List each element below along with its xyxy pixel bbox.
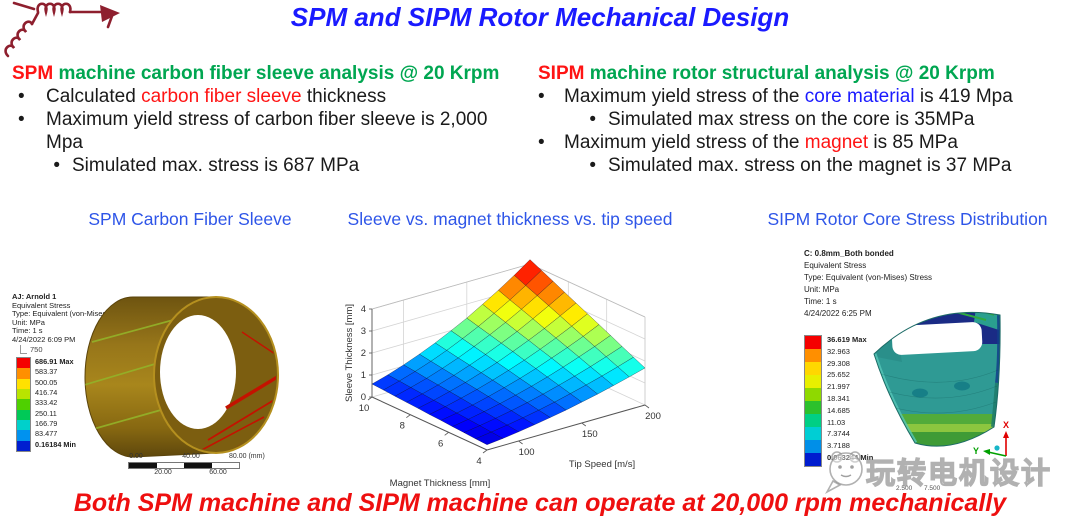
sipm-bullet-2: • Maximum yield stress of the magnet is … [538, 132, 958, 153]
ruler-40: 40.00 [182, 453, 200, 460]
watermark: 玩转电机设计 [824, 444, 1080, 498]
page-title: SPM and SIPM Rotor Mechanical Design [290, 2, 790, 32]
magnet-slot-hole [891, 322, 983, 355]
sleeve-stress-colorbar [16, 357, 31, 452]
spm-label: SPM [12, 63, 54, 84]
carbon-sleeve-render [84, 296, 279, 458]
coordinate-triad: X Y [973, 420, 1009, 457]
spm-bullet-1: • Calculated carbon fiber sleeve thickne… [18, 86, 387, 107]
svg-text:3: 3 [361, 326, 366, 337]
sipm-bullet-1: • Maximum yield stress of the core mater… [538, 86, 1013, 107]
svg-text:8: 8 [400, 421, 405, 432]
svg-text:6: 6 [438, 438, 443, 449]
svg-text:100: 100 [519, 447, 535, 458]
svg-text:200: 200 [645, 411, 661, 422]
svg-text:Sleeve Thickness [mm]: Sleeve Thickness [mm] [344, 304, 355, 402]
ruler-60: 60.00 [209, 469, 227, 476]
scale-cap-line [20, 345, 27, 354]
rotor-ruler-7500: 7.500 [924, 485, 941, 492]
spm-section-header: SPM machine carbon fiber sleeve analysis… [12, 63, 500, 84]
sipm-sub-bullet-1: • Simulated max stress on the core is 35… [589, 109, 975, 130]
svg-text:2: 2 [361, 348, 366, 359]
sleeve-bore-hole [160, 315, 236, 429]
caption-sleeve: SPM Carbon Fiber Sleeve [88, 209, 292, 229]
svg-text:10: 10 [359, 403, 370, 414]
svg-text:0: 0 [361, 392, 366, 403]
ruler-20: 20.00 [154, 469, 172, 476]
circuit-coil-icon [4, 1, 120, 58]
svg-text:Magnet Thickness [mm]: Magnet Thickness [mm] [390, 478, 491, 489]
axis-x-label: X [1003, 420, 1009, 430]
rotor-stress-colorbar [804, 335, 822, 467]
rotor-meta: C: 0.8mm_Both bonded Equivalent Stress T… [804, 249, 933, 318]
scale-ruler-bar [128, 462, 240, 469]
sipm-sub-bullet-2: • Simulated max. stress on the magnet is… [589, 155, 1012, 176]
caption-surface-plot: Sleeve vs. magnet thickness vs. tip spee… [347, 209, 673, 229]
spm-sub-bullet-1: • Simulated max. stress is 687 MPa [53, 155, 360, 176]
caption-rotor: SIPM Rotor Core Stress Distribution [767, 209, 1048, 229]
rotor-core-render: X Y [873, 311, 1009, 457]
sleeve-stress-legend: 686.91 Max 583.37 500.05 416.74 333.42 2… [35, 357, 76, 449]
footer-conclusion: Both SPM machine and SIPM machine can op… [73, 489, 1007, 517]
watermark-logo-icon [825, 451, 863, 494]
diode-arrow [100, 5, 120, 22]
sipm-section-header: SIPM machine rotor structural analysis @… [538, 63, 995, 84]
ruler-0: 0.00 [129, 453, 143, 460]
sleeve-fea-panel: AJ: Arnold 1 Equivalent Stress Type: Equ… [8, 245, 338, 490]
sipm-text-section: SIPM machine rotor structural analysis @… [538, 62, 1078, 177]
sleeve-meta: AJ: Arnold 1 Equivalent Stress Type: Equ… [12, 292, 133, 344]
svg-text:4: 4 [361, 304, 366, 315]
axis-y-label: Y [973, 446, 979, 456]
ruler-80: 80.00 (mm) [229, 453, 265, 460]
sipm-label: SIPM [538, 63, 585, 84]
svg-text:4: 4 [476, 456, 481, 467]
svg-text:1: 1 [361, 370, 366, 381]
spm-bullet-2: • Maximum yield stress of carbon fiber s… [18, 109, 488, 153]
spm-text-section: SPM machine carbon fiber sleeve analysis… [12, 62, 527, 177]
watermark-text: 玩转电机设计 [865, 457, 1053, 490]
sleeve-thickness-surface-chart: 0 1 2 3 4 10 8 6 4 100 150 200 Magnet Thickness [mm]… [344, 259, 661, 489]
scale-cap-value: 750 [30, 345, 43, 354]
rotor-ruler-2500: 2.500 [896, 485, 913, 492]
rotor-fea-panel: C: 0.8mm_Both bonded Equivalent Stress T… [770, 240, 1080, 515]
svg-text:Tip Speed [m/s]: Tip Speed [m/s] [569, 459, 635, 470]
svg-text:150: 150 [582, 429, 598, 440]
axis-z-dot [994, 445, 1000, 451]
